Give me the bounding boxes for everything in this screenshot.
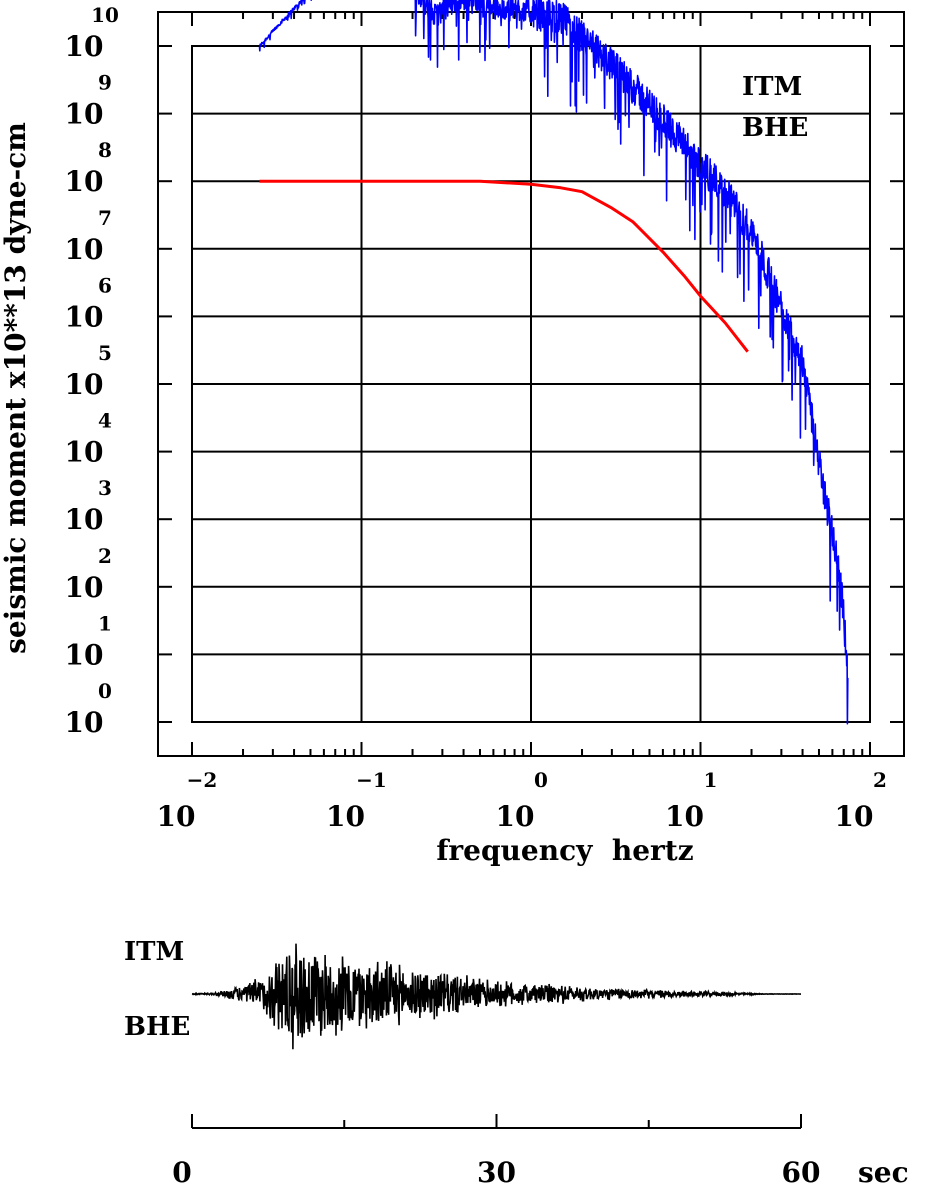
- time-tick-label: 0: [172, 1156, 191, 1184]
- spectrum-y-axis-label: seismic moment x10**13 dyne-cm: [0, 122, 32, 654]
- x-tick-base: 10: [157, 800, 196, 833]
- y-tick-base: 10: [65, 165, 104, 198]
- seismogram-component-label: BHE: [124, 1012, 190, 1042]
- y-tick-base: 10: [65, 368, 104, 401]
- x-tick-exponent: 1: [704, 768, 718, 792]
- y-tick-exponent: 2: [98, 544, 112, 568]
- x-tick-exponent: 0: [534, 768, 548, 792]
- seismogram-trace: [191, 943, 801, 1050]
- observed-spectrum-line: [258, 0, 849, 725]
- spectrum-annotation-station: ITM: [742, 72, 802, 102]
- y-tick-exponent: 7: [98, 206, 112, 230]
- time-axis-unit: sec: [858, 1156, 909, 1184]
- y-tick-exponent: 4: [98, 409, 112, 433]
- y-tick-exponent: 9: [98, 71, 112, 95]
- spectrum-annotation-component: BHE: [742, 113, 808, 143]
- x-tick-base: 10: [665, 800, 704, 833]
- y-tick-base: 10: [65, 98, 104, 131]
- y-tick-base: 10: [65, 300, 104, 333]
- y-tick-base: 10: [65, 571, 104, 604]
- seismogram-station-label: ITM: [124, 937, 184, 967]
- spectrum-gridlines: [192, 46, 870, 722]
- y-tick-base: 10: [65, 503, 104, 536]
- y-tick-exponent: 10: [91, 3, 119, 27]
- y-tick-exponent: 1: [98, 611, 112, 635]
- x-tick-base: 10: [326, 800, 365, 833]
- time-axis: 0 30 60: [172, 1114, 820, 1184]
- x-tick-exponent: 2: [873, 768, 887, 792]
- spectrum-y-tick-labels: 10 0 10 1 10 2 10 3 10 4 10 5 10 6 10 7 10 8 10 9 10 10: [65, 3, 119, 739]
- seismogram-panel: ITM BHE 0 30 60 sec: [124, 937, 909, 1184]
- x-tick-exponent: −2: [187, 768, 218, 792]
- y-tick-base: 10: [65, 706, 104, 739]
- y-tick-base: 10: [65, 30, 104, 63]
- model-fit-line: [259, 179, 749, 353]
- y-tick-exponent: 5: [98, 341, 112, 365]
- spectrum-x-axis-label: frequency hertz: [436, 834, 693, 867]
- spectrum-series: [258, 0, 849, 725]
- y-tick-exponent: 0: [98, 679, 112, 703]
- x-tick-exponent: −1: [356, 768, 387, 792]
- y-tick-exponent: 6: [98, 273, 112, 297]
- y-tick-exponent: 3: [98, 476, 112, 500]
- x-tick-base: 10: [496, 800, 535, 833]
- time-tick-label: 30: [477, 1156, 516, 1184]
- y-tick-exponent: 8: [98, 138, 112, 162]
- y-tick-base: 10: [65, 233, 104, 266]
- time-tick-label: 60: [782, 1156, 821, 1184]
- y-tick-base: 10: [65, 436, 104, 469]
- y-tick-base: 10: [65, 638, 104, 671]
- x-tick-base: 10: [835, 800, 874, 833]
